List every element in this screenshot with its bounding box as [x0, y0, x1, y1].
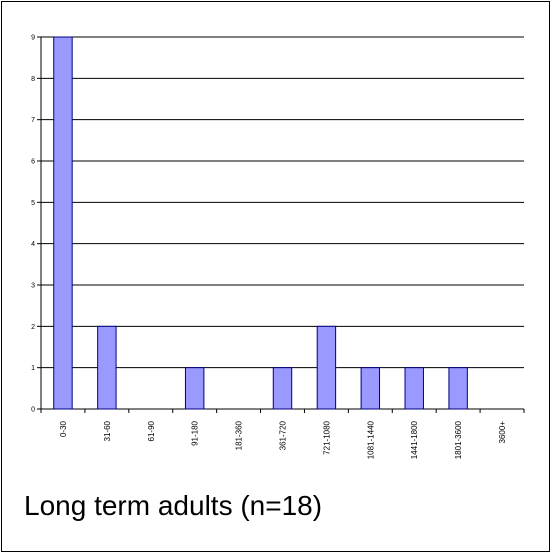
y-tick-label: 0 — [31, 407, 35, 414]
y-tick-label: 2 — [31, 324, 35, 331]
y-tick-label: 8 — [31, 76, 35, 83]
y-tick-label: 5 — [31, 200, 35, 207]
x-tick-label: 91-180 — [191, 420, 200, 445]
x-tick-label: 31-60 — [103, 420, 112, 441]
bar-1801-3600 — [448, 367, 468, 410]
y-tick-label: 4 — [31, 241, 35, 248]
bar-361-720 — [272, 367, 293, 410]
bar-31-60 — [97, 325, 117, 410]
y-tick-label: 3 — [31, 283, 35, 290]
x-tick-label: 1441-1800 — [410, 420, 419, 459]
bar-1441-1800 — [404, 367, 424, 410]
bar-91-180 — [184, 367, 205, 410]
x-tick-label: 181-360 — [235, 420, 244, 450]
bar-721-1080 — [316, 325, 337, 410]
x-tick-label: 1801-3600 — [454, 420, 463, 459]
bar-1081-1440 — [360, 367, 381, 410]
y-tick-label: 9 — [31, 35, 35, 42]
y-tick-label: 1 — [31, 365, 35, 372]
x-tick-label: 1081-1440 — [366, 420, 375, 459]
y-tick-label: 6 — [31, 159, 35, 166]
y-tick-label: 7 — [31, 117, 35, 124]
chart-caption: Long term adults (n=18) — [24, 490, 323, 521]
x-tick-label: 361-720 — [279, 420, 288, 450]
x-tick-label: 721-1080 — [322, 420, 331, 454]
x-tick-label: 3600+ — [498, 421, 507, 444]
x-tick-label: 61-90 — [147, 420, 156, 441]
x-tick-label: 0-30 — [59, 420, 68, 437]
bar-0-30 — [53, 36, 73, 410]
